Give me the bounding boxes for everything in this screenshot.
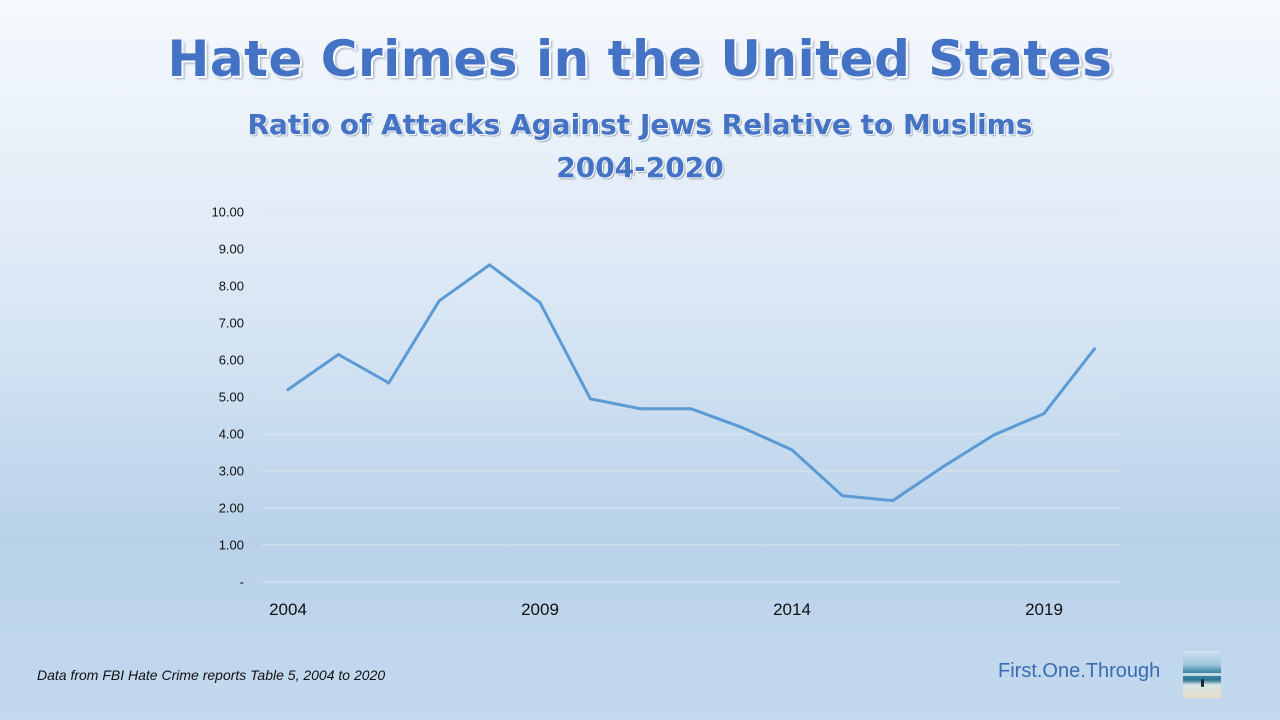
y-tick-label: 1.00	[219, 538, 244, 553]
data-point-2015	[840, 494, 844, 498]
data-point-2005	[336, 352, 340, 356]
x-tick-label: 2009	[521, 600, 559, 619]
chart-date-range: 2004-2020	[556, 151, 724, 184]
data-point-2020	[1092, 347, 1096, 351]
y-tick-label: 8.00	[219, 279, 244, 294]
data-point-2006	[387, 381, 391, 385]
x-tick-label: 2004	[269, 600, 307, 619]
y-axis-tick-labels: - 1.00 2.00 3.00 4.00 5.00 6.00 7.00 8.00 9.00 10.…	[211, 205, 244, 590]
data-point-2011	[639, 407, 643, 411]
data-point-2004	[286, 388, 290, 392]
chart-title: Hate Crimes in the United States	[167, 30, 1113, 88]
x-tick-label: 2019	[1025, 600, 1063, 619]
y-tick-label: 5.00	[219, 390, 244, 405]
data-point-2010	[588, 397, 592, 401]
y-tick-label: 7.00	[219, 316, 244, 331]
data-point-2013	[740, 425, 744, 429]
data-point-2012	[689, 407, 693, 411]
data-point-2008	[488, 263, 492, 267]
data-point-2016	[891, 499, 895, 503]
data-point-2007	[437, 299, 441, 303]
y-tick-label: -	[240, 575, 244, 590]
y-tick-label: 6.00	[219, 353, 244, 368]
series-line-0	[286, 263, 1096, 503]
x-axis-tick-labels: 2004 2009 2014 2019	[269, 600, 1063, 619]
chart-subtitle: Ratio of Attacks Against Jews Relative t…	[247, 108, 1033, 141]
series-layer	[286, 263, 1096, 503]
y-tick-label: 2.00	[219, 501, 244, 516]
y-tick-label: 4.00	[219, 427, 244, 442]
data-point-2014	[790, 448, 794, 452]
x-tick-label: 2014	[773, 600, 811, 619]
source-note: Data from FBI Hate Crime reports Table 5…	[37, 667, 386, 683]
data-point-2018	[992, 433, 996, 437]
data-point-2009	[538, 301, 542, 305]
gridlines	[262, 211, 1120, 583]
y-tick-label: 9.00	[219, 242, 244, 257]
beach-photo-logo	[1183, 651, 1221, 698]
brand-name: First.One.Through	[998, 660, 1161, 682]
y-tick-label: 3.00	[219, 464, 244, 479]
data-point-2017	[941, 465, 945, 469]
data-point-2019	[1042, 412, 1046, 416]
y-tick-label: 10.00	[211, 205, 244, 220]
